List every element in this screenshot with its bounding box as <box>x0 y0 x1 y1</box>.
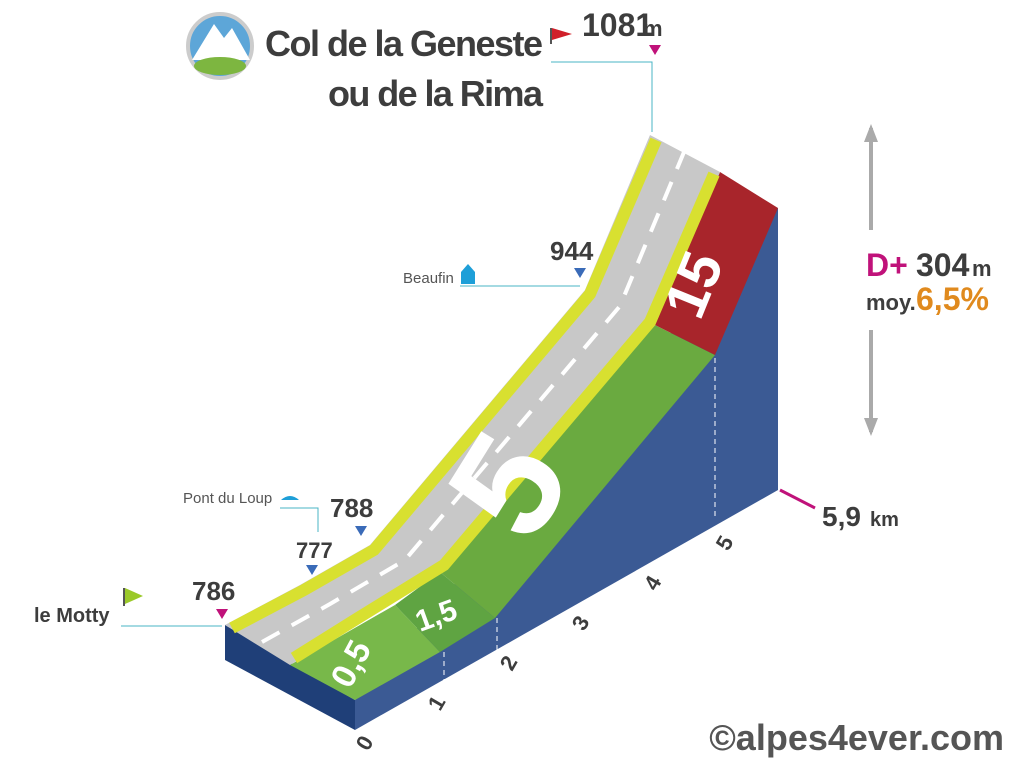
distance-marker <box>779 488 816 510</box>
marker <box>649 45 661 55</box>
marker <box>306 565 318 575</box>
km-guide <box>443 358 716 690</box>
title-line: Col de la Geneste <box>265 23 543 64</box>
summit-altitude: 1081 <box>582 7 653 43</box>
gain-value: 304 <box>916 247 970 283</box>
bridge-icon <box>281 496 299 500</box>
waypoint-label: Beaufin <box>403 270 454 287</box>
waypoint-label: Pont du Loup <box>183 490 272 507</box>
title-line: ou de la Rima <box>328 73 544 114</box>
road-edge <box>290 171 720 664</box>
km-tick: 2 <box>495 651 523 674</box>
km-tick: 3 <box>567 611 595 634</box>
center-line <box>261 151 686 644</box>
waypoint-altitude: 944 <box>550 236 594 266</box>
gradient-face <box>395 572 495 652</box>
average-label: moy. <box>866 290 916 315</box>
flag <box>552 28 572 40</box>
logo-grass <box>194 57 246 75</box>
leader <box>280 507 319 532</box>
flag <box>125 588 143 604</box>
marker <box>574 268 586 278</box>
gain-unit: m <box>972 256 992 281</box>
logo-mountain <box>192 24 250 60</box>
distance-value: 5,9 <box>822 501 861 532</box>
end-face <box>225 625 355 730</box>
leader <box>551 61 653 132</box>
credit: ©alpes4ever.com <box>709 717 1004 758</box>
gradient-face <box>655 172 778 355</box>
church-icon <box>461 264 475 284</box>
distance-unit: km <box>870 509 899 531</box>
gradient-face <box>290 605 440 700</box>
marker <box>216 609 228 619</box>
km-tick: 0 <box>351 731 379 754</box>
km-tick: 1 <box>423 691 451 714</box>
km-tick: 4 <box>639 571 667 595</box>
waypoint-altitude: 777 <box>296 538 333 563</box>
waypoint-label: le Motty <box>34 605 110 627</box>
gain-label: D+ <box>866 247 908 283</box>
summit-unit: m <box>643 16 663 41</box>
road-edge <box>229 137 662 634</box>
waypoint-altitude: 786 <box>192 576 235 606</box>
gradient-face <box>440 325 715 618</box>
waypoint-altitude: 788 <box>330 493 373 523</box>
km-tick: 5 <box>711 531 739 554</box>
marker <box>355 526 367 536</box>
average-value: 6,5% <box>916 281 989 317</box>
